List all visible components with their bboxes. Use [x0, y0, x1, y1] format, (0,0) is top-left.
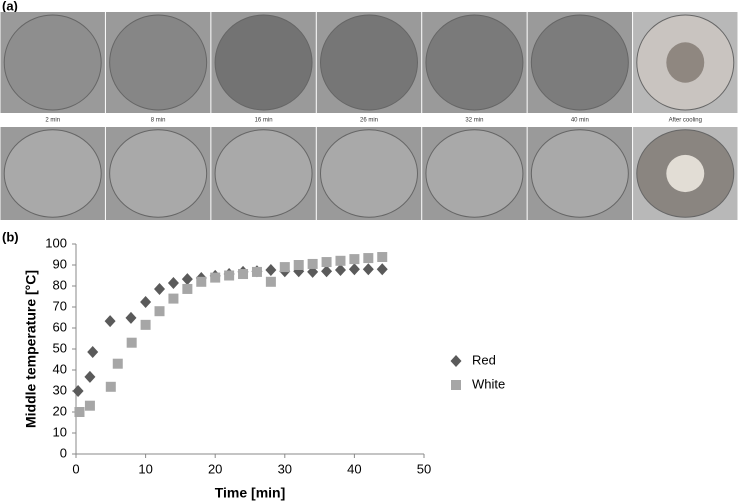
center-spot — [666, 154, 705, 193]
data-point — [224, 270, 235, 281]
y-tick-label: 90 — [53, 256, 67, 271]
sample-disc — [109, 129, 208, 218]
panel-label: (b) — [2, 229, 19, 244]
data-point — [279, 262, 290, 273]
y-tick-label: 20 — [53, 403, 67, 418]
y-axis-title: Middle temperature [°C] — [23, 270, 39, 428]
data-point — [348, 263, 360, 276]
sample-disc — [530, 129, 629, 218]
y-tick-label: 100 — [45, 235, 67, 250]
data-point — [87, 345, 99, 358]
sample-disc — [320, 129, 418, 218]
x-tick-label: 20 — [208, 461, 222, 476]
y-tick-label: 60 — [53, 319, 67, 334]
data-point — [181, 273, 193, 286]
y-tick-label: 80 — [53, 277, 67, 292]
photo-caption: 40 min — [571, 118, 589, 124]
sample-disc — [425, 129, 524, 218]
x-axis-title: Time [min] — [215, 485, 286, 501]
data-point — [363, 253, 374, 264]
y-tick-label: 70 — [53, 298, 67, 313]
sample-disc — [214, 129, 313, 218]
data-point — [321, 265, 333, 278]
data-point — [265, 264, 277, 277]
legend-marker — [451, 380, 461, 390]
data-point — [84, 400, 95, 411]
data-point — [307, 258, 318, 269]
data-point — [125, 311, 137, 324]
data-point — [126, 337, 137, 348]
data-point — [84, 370, 96, 383]
x-tick-label: 0 — [72, 461, 79, 476]
data-point — [72, 385, 84, 397]
photo-caption: After cooling — [669, 118, 702, 124]
data-point — [376, 263, 388, 276]
photo-caption: 16 min — [255, 118, 273, 124]
data-point — [321, 257, 332, 268]
data-point — [168, 293, 179, 304]
photo-caption: 26 min — [360, 118, 378, 124]
data-point — [349, 254, 360, 265]
data-point — [362, 263, 374, 276]
legend-marker — [450, 355, 462, 367]
x-tick-label: 50 — [417, 461, 431, 476]
data-point — [74, 407, 85, 417]
data-point — [251, 266, 262, 277]
sample-disc — [3, 129, 102, 218]
data-point — [377, 252, 388, 263]
data-point — [182, 283, 193, 294]
x-tick-label: 10 — [138, 461, 152, 476]
sample-disc — [214, 14, 313, 111]
data-point — [335, 255, 346, 266]
y-tick-label: 30 — [53, 382, 67, 397]
sample-disc — [3, 14, 102, 111]
data-point — [293, 260, 304, 270]
y-tick-label: 50 — [53, 340, 67, 355]
data-point — [238, 269, 249, 280]
y-tick-label: 40 — [53, 361, 67, 376]
photo-grid: 2 min 8 min 16 min 26 min 32 min 40 min After … — [0, 12, 738, 220]
data-point — [154, 282, 166, 295]
sample-disc — [109, 14, 208, 111]
data-point — [167, 277, 179, 290]
x-tick-label: 40 — [347, 461, 361, 476]
photo-caption: 8 min — [151, 118, 166, 124]
data-point — [140, 295, 152, 308]
data-point — [104, 315, 116, 328]
x-tick-label: 30 — [278, 461, 292, 476]
data-point — [265, 276, 276, 287]
data-point — [154, 306, 165, 317]
panel-label: (a) — [2, 0, 18, 13]
sample-disc — [320, 14, 418, 111]
center-spot — [666, 42, 705, 83]
photo-caption: 2 min — [45, 118, 60, 124]
sample-disc — [530, 14, 629, 111]
y-tick-label: 0 — [60, 445, 67, 460]
data-point — [112, 358, 123, 369]
legend-label: White — [472, 376, 505, 391]
data-point — [210, 272, 221, 283]
chart: 0 10 20 30 40 50 60 70 80 90 100 0 10 20 30 40 50 Time [m… — [23, 235, 506, 500]
data-point — [105, 381, 116, 392]
y-tick-label: 10 — [53, 424, 67, 439]
data-point — [140, 319, 151, 330]
data-point — [196, 276, 207, 287]
data-point — [334, 264, 346, 277]
photo-caption: 32 min — [465, 118, 483, 124]
sample-disc — [425, 14, 524, 111]
legend-label: Red — [472, 352, 496, 367]
